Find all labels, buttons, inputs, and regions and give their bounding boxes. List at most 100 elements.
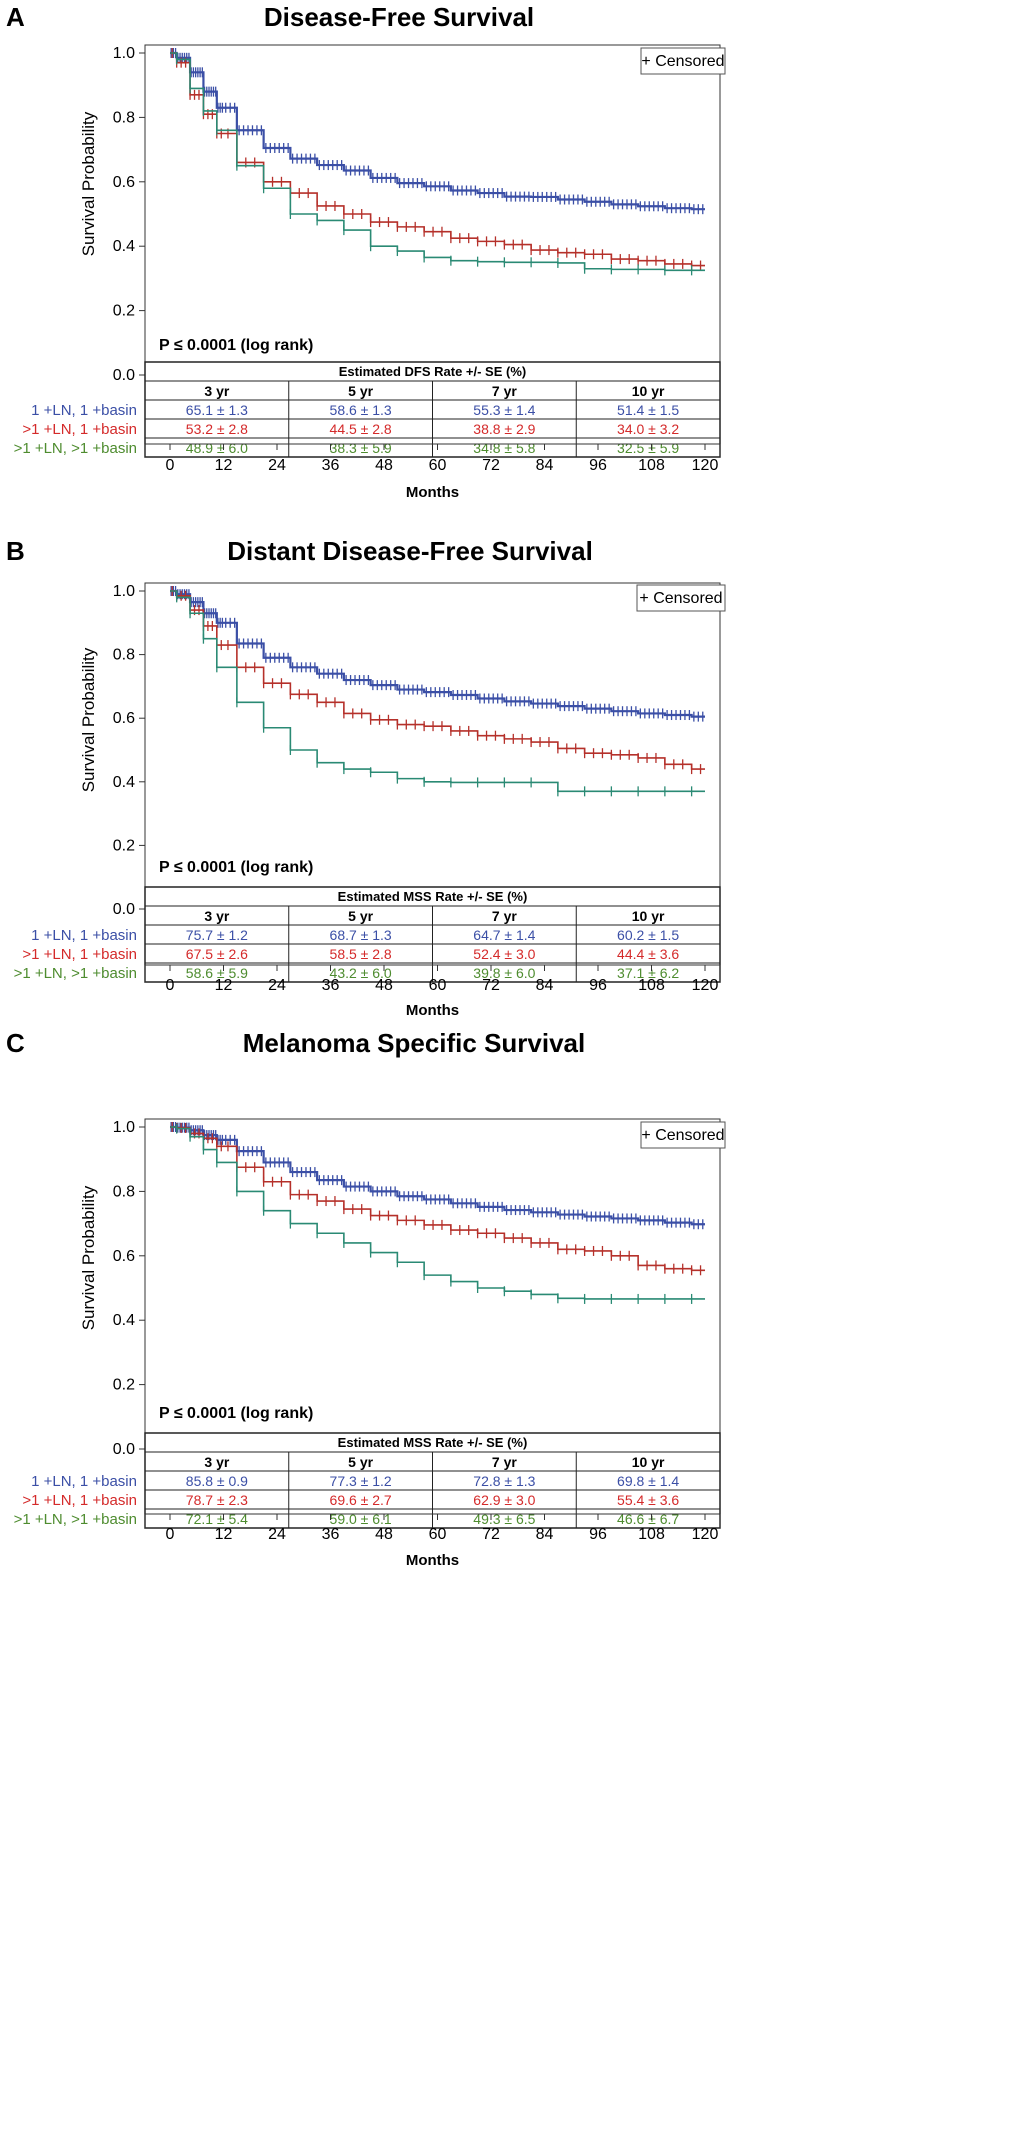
x-tick-label: 108 bbox=[638, 457, 665, 474]
table-column-header: 10 yr bbox=[632, 908, 665, 924]
y-tick-label: 1.0 bbox=[113, 1119, 135, 1136]
table-cell: 65.1 ± 1.3 bbox=[186, 402, 248, 418]
y-tick-label: 1.0 bbox=[113, 583, 135, 600]
panel-letter: A bbox=[6, 2, 25, 32]
y-axis-label: Survival Probability bbox=[79, 647, 98, 792]
x-tick-label: 0 bbox=[166, 977, 175, 994]
table-header: Estimated MSS Rate +/- SE (%) bbox=[338, 1435, 528, 1450]
x-tick-label: 72 bbox=[482, 1526, 500, 1543]
x-tick-label: 48 bbox=[375, 457, 393, 474]
x-tick-label: 60 bbox=[429, 1526, 447, 1543]
x-tick-label: 84 bbox=[536, 1526, 554, 1543]
table-column-header: 5 yr bbox=[348, 908, 373, 924]
table-column-header: 10 yr bbox=[632, 383, 665, 399]
table-cell: 32.5 ± 5.9 bbox=[617, 440, 679, 456]
table-column-header: 7 yr bbox=[492, 1454, 517, 1470]
x-tick-label: 36 bbox=[322, 977, 340, 994]
table-row-label: 1 +LN, 1 +basin bbox=[31, 402, 137, 419]
x-tick-label: 12 bbox=[215, 1526, 233, 1543]
y-tick-label: 0.4 bbox=[113, 1312, 135, 1329]
x-tick-label: 72 bbox=[482, 457, 500, 474]
panel-letter: C bbox=[6, 1028, 25, 1058]
chart-title: Disease-Free Survival bbox=[264, 2, 534, 32]
legend-box bbox=[640, 1121, 726, 1149]
table-column-header: 3 yr bbox=[204, 1454, 229, 1470]
plot-frame bbox=[144, 1118, 721, 1434]
x-tick-label: 60 bbox=[429, 977, 447, 994]
x-tick-label: 120 bbox=[692, 457, 719, 474]
table-cell: 68.7 ± 1.3 bbox=[330, 927, 392, 943]
x-tick-label: 24 bbox=[268, 977, 286, 994]
y-tick-label: 0.6 bbox=[113, 710, 135, 727]
y-tick-label: 0.2 bbox=[113, 303, 135, 320]
table-row-label: >1 +LN, >1 +basin bbox=[14, 965, 137, 982]
table-cell: 48.9 ± 6.0 bbox=[186, 440, 248, 456]
table-cell: 55.4 ± 3.6 bbox=[617, 1492, 679, 1508]
p-value-annotation: P ≤ 0.0001 (log rank) bbox=[159, 337, 313, 354]
table-cell: 38.3 ± 5.9 bbox=[330, 440, 392, 456]
x-tick-label: 108 bbox=[638, 977, 665, 994]
table-cell: 72.8 ± 1.3 bbox=[473, 1473, 535, 1489]
legend-censored: + Censored bbox=[641, 53, 724, 70]
x-tick-label: 120 bbox=[692, 977, 719, 994]
x-tick-label: 60 bbox=[429, 457, 447, 474]
table-cell: 59.0 ± 6.1 bbox=[330, 1511, 392, 1527]
table-cell: 44.5 ± 2.8 bbox=[330, 421, 392, 437]
table-cell: 58.5 ± 2.8 bbox=[330, 946, 392, 962]
x-tick-label: 96 bbox=[589, 1526, 607, 1543]
y-tick-label: 1.0 bbox=[113, 45, 135, 62]
x-axis-label: Months bbox=[406, 1552, 459, 1569]
plot-frame bbox=[144, 582, 721, 888]
table-cell: 60.2 ± 1.5 bbox=[617, 927, 679, 943]
y-tick-label: 0.2 bbox=[113, 1377, 135, 1394]
table-cell: 34.0 ± 3.2 bbox=[617, 421, 679, 437]
table-cell: 85.8 ± 0.9 bbox=[186, 1473, 248, 1489]
x-tick-label: 120 bbox=[692, 1526, 719, 1543]
table-row-label: >1 +LN, 1 +basin bbox=[22, 421, 137, 438]
x-tick-label: 48 bbox=[375, 977, 393, 994]
x-tick-label: 36 bbox=[322, 457, 340, 474]
table-column-header: 3 yr bbox=[204, 908, 229, 924]
table-cell: 58.6 ± 5.9 bbox=[186, 965, 248, 981]
table-cell: 44.4 ± 3.6 bbox=[617, 946, 679, 962]
survival-curve-2 bbox=[170, 52, 705, 267]
x-tick-label: 96 bbox=[589, 977, 607, 994]
y-tick-label: 0.4 bbox=[113, 774, 135, 791]
table-cell: 69.8 ± 1.4 bbox=[617, 1473, 679, 1489]
legend-box bbox=[636, 584, 726, 612]
table-column-header: 3 yr bbox=[204, 383, 229, 399]
panel-b: B Distant Disease-Free Survival 0.0 0.2 0.4 0… bbox=[6, 536, 726, 1019]
table-cell: 75.7 ± 1.2 bbox=[186, 927, 248, 943]
y-tick-label: 0.8 bbox=[113, 647, 135, 664]
survival-curve-3 bbox=[170, 1126, 705, 1300]
table-row-label: >1 +LN, 1 +basin bbox=[22, 946, 137, 963]
x-tick-label: 48 bbox=[375, 1526, 393, 1543]
y-tick-label: 0.0 bbox=[113, 1441, 135, 1458]
y-tick-label: 0.4 bbox=[113, 238, 135, 255]
table-cell: 72.1 ± 5.4 bbox=[186, 1511, 248, 1527]
table-cell: 38.8 ± 2.9 bbox=[473, 421, 535, 437]
y-axis-label: Survival Probability bbox=[79, 1185, 98, 1330]
panel-a: A Disease-Free Survival 0.0 0.2 0.4 0.6 0.8 1.0… bbox=[6, 2, 726, 501]
table-row-label: >1 +LN, >1 +basin bbox=[14, 1511, 137, 1528]
table-column-header: 5 yr bbox=[348, 1454, 373, 1470]
chart-title: Melanoma Specific Survival bbox=[243, 1028, 585, 1058]
table-column-header: 7 yr bbox=[492, 383, 517, 399]
x-tick-label: 0 bbox=[166, 1526, 175, 1543]
x-tick-label: 108 bbox=[638, 1526, 665, 1543]
y-axis-label: Survival Probability bbox=[79, 111, 98, 256]
legend-censored: + Censored bbox=[639, 590, 722, 607]
table-header: Estimated DFS Rate +/- SE (%) bbox=[339, 364, 526, 379]
y-tick-label: 0.6 bbox=[113, 174, 135, 191]
table-cell: 62.9 ± 3.0 bbox=[473, 1492, 535, 1508]
p-value-annotation: P ≤ 0.0001 (log rank) bbox=[159, 1405, 313, 1422]
table-cell: 64.7 ± 1.4 bbox=[473, 927, 535, 943]
survival-curve-1 bbox=[170, 589, 705, 718]
table-row-label: 1 +LN, 1 +basin bbox=[31, 1473, 137, 1490]
table-column-header: 10 yr bbox=[632, 1454, 665, 1470]
x-axis-label: Months bbox=[406, 1002, 459, 1019]
x-tick-label: 12 bbox=[215, 977, 233, 994]
survival-curve-1 bbox=[170, 51, 705, 211]
table-row-label: >1 +LN, 1 +basin bbox=[22, 1492, 137, 1509]
